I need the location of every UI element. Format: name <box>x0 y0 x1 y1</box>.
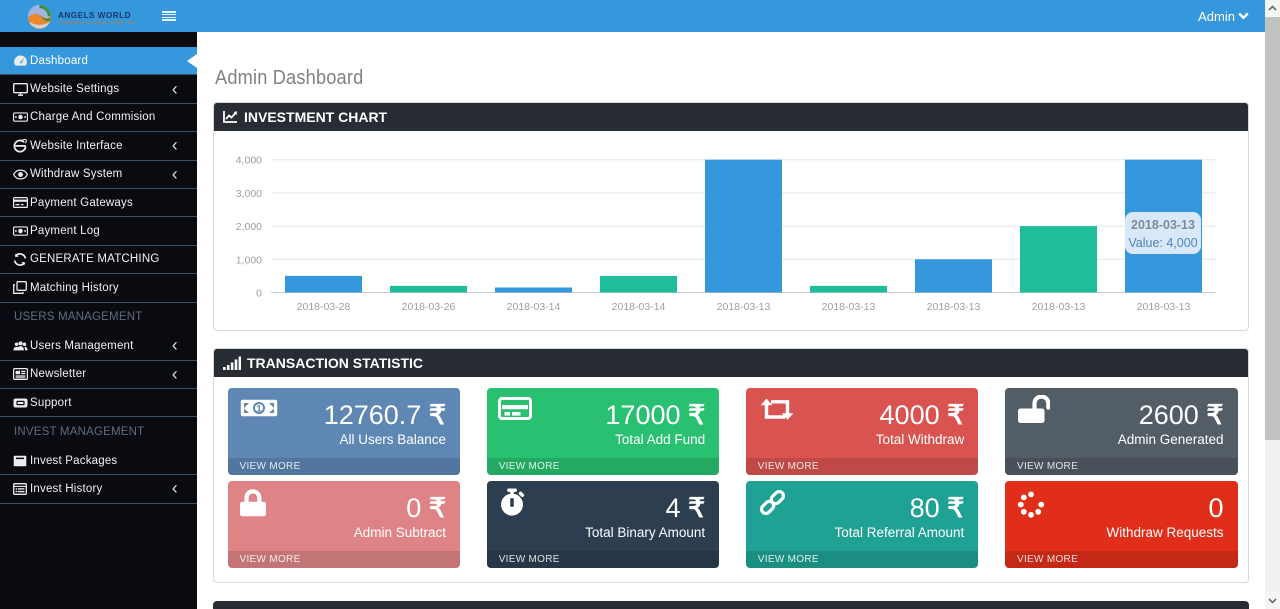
svg-text:2018-03-13: 2018-03-13 <box>1032 301 1086 313</box>
svg-text:2,000: 2,000 <box>236 221 262 233</box>
svg-text:2018-03-28: 2018-03-28 <box>297 301 351 313</box>
svg-text:2018-03-13: 2018-03-13 <box>1137 301 1191 313</box>
svg-text:2018-03-13: 2018-03-13 <box>1131 218 1195 232</box>
svg-text:2018-03-14: 2018-03-14 <box>507 301 561 313</box>
svg-text:2018-03-13: 2018-03-13 <box>927 301 981 313</box>
svg-text:4,000: 4,000 <box>236 155 262 167</box>
svg-text:1,000: 1,000 <box>236 254 262 266</box>
svg-text:1: 1 <box>256 403 262 414</box>
svg-text:2018-03-26: 2018-03-26 <box>402 301 456 313</box>
svg-text:Value: 4,000: Value: 4,000 <box>1128 236 1197 250</box>
svg-text:3,000: 3,000 <box>236 188 262 200</box>
svg-text:2018-03-14: 2018-03-14 <box>612 301 666 313</box>
svg-text:2018-03-13: 2018-03-13 <box>717 301 771 313</box>
svg-text:2018-03-13: 2018-03-13 <box>822 301 876 313</box>
svg-text:0: 0 <box>256 288 262 300</box>
